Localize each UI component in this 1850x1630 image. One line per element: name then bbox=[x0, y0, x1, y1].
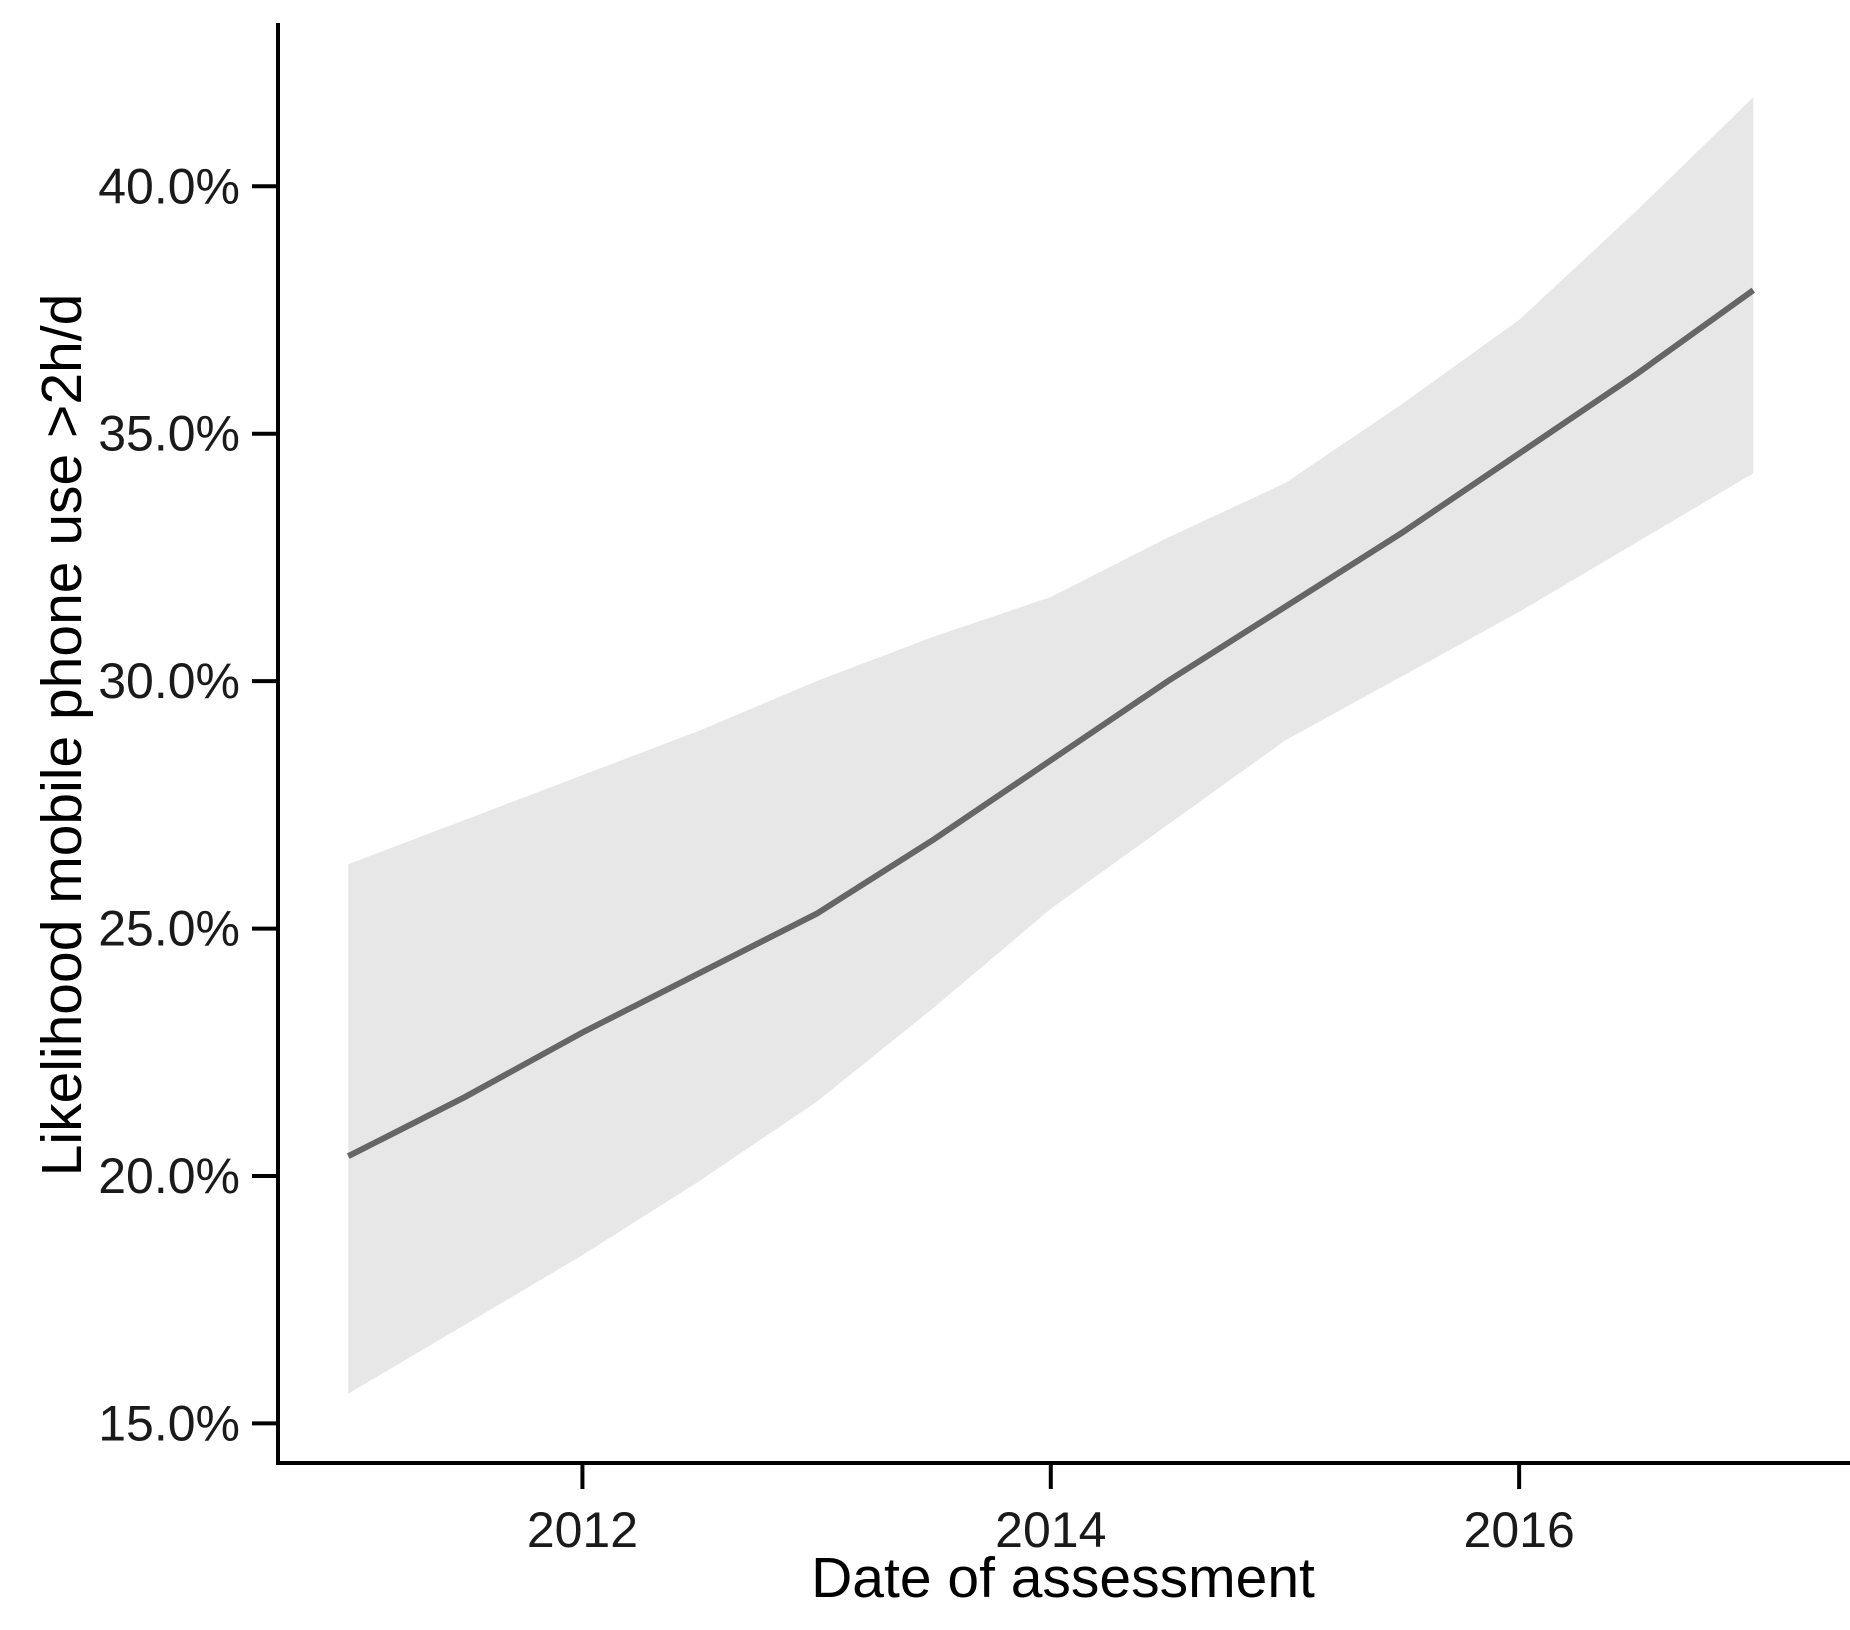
y-tick-label: 20.0% bbox=[98, 1148, 240, 1204]
y-axis-ticks: 15.0% 20.0% 25.0% 30.0% 35.0% 40.0% bbox=[98, 158, 278, 1451]
x-tick-label: 2016 bbox=[1464, 1502, 1575, 1558]
trend-line bbox=[346, 287, 1756, 1159]
x-tick-label: 2014 bbox=[995, 1502, 1106, 1558]
y-tick-label: 40.0% bbox=[98, 158, 240, 214]
y-tick-label: 35.0% bbox=[98, 406, 240, 462]
confidence-band bbox=[348, 97, 1754, 1394]
y-tick-label: 15.0% bbox=[98, 1395, 240, 1451]
y-tick-label: 30.0% bbox=[98, 653, 240, 709]
y-tick-label: 25.0% bbox=[98, 901, 240, 957]
x-tick-label: 2012 bbox=[527, 1502, 638, 1558]
y-axis-title: Likelihood mobile phone use >2h/d bbox=[30, 294, 94, 1177]
x-axis-title: Date of assessment bbox=[811, 1546, 1315, 1610]
x-axis-ticks: 2012 2014 2016 bbox=[527, 1463, 1575, 1558]
